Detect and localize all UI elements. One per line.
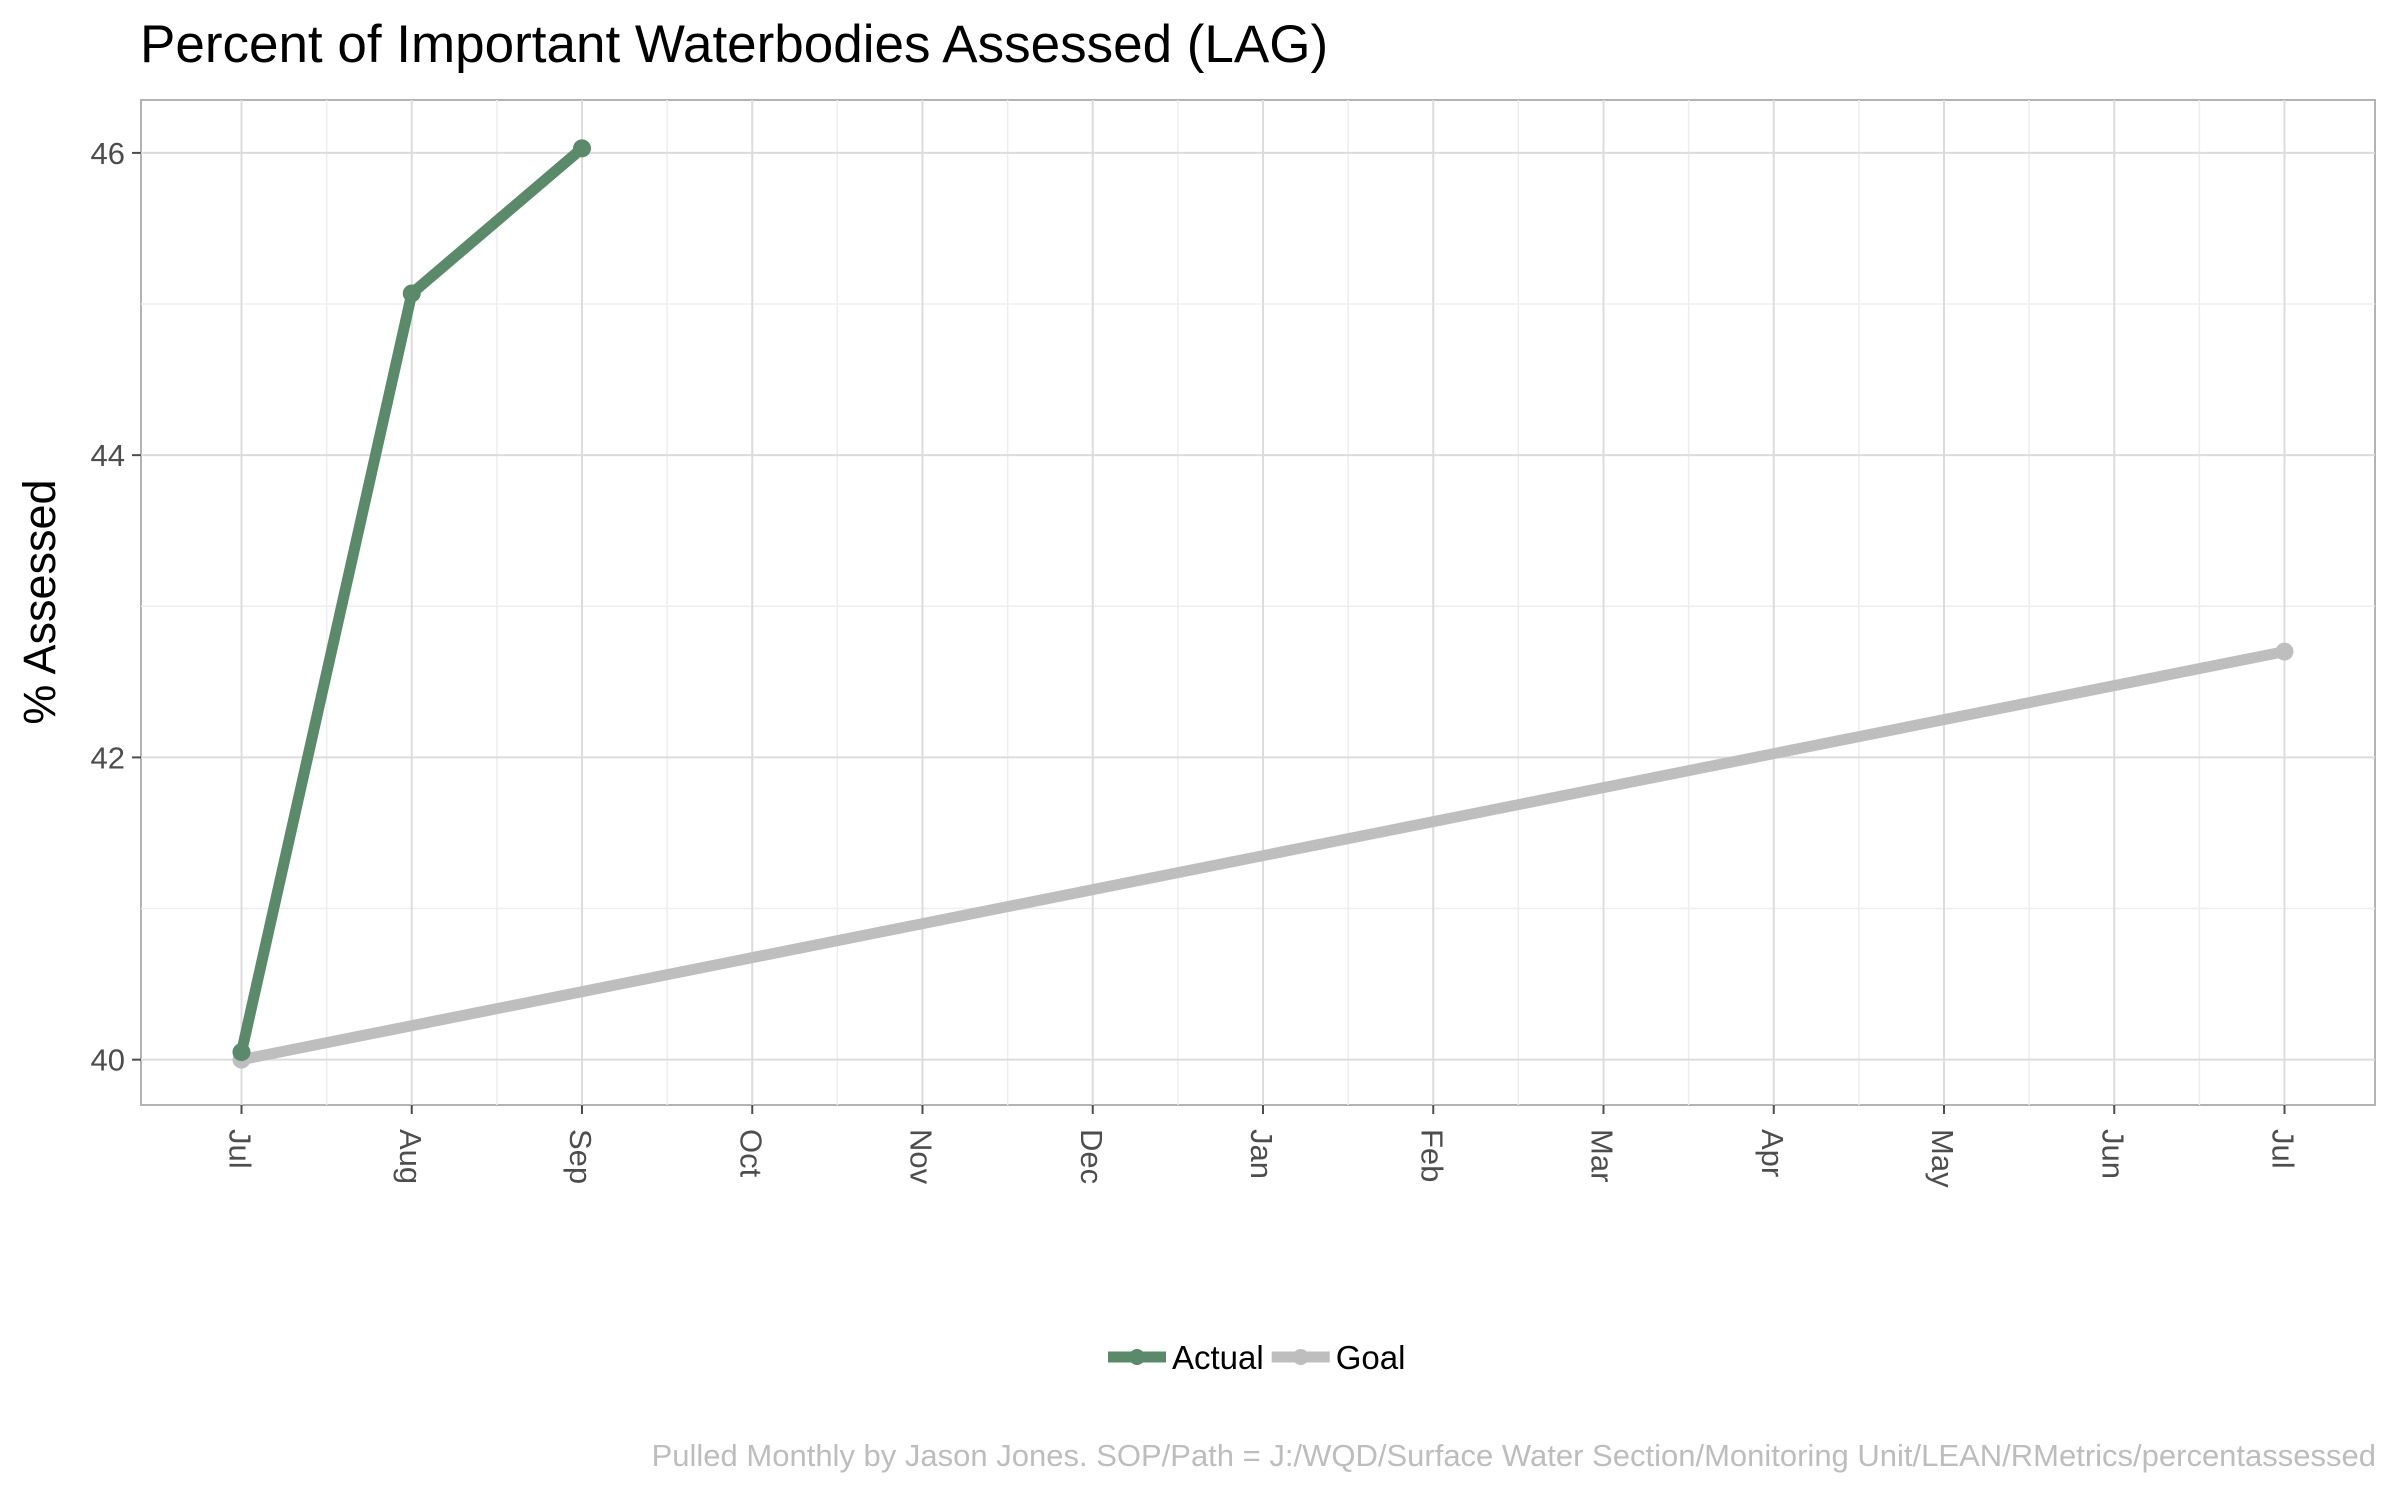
x-tick-label: May [1925, 1129, 1960, 1188]
legend-key-dot-goal [1292, 1349, 1309, 1365]
y-tick-label: 46 [91, 136, 125, 171]
x-tick-label: Jul [223, 1129, 258, 1169]
y-axis-label: % Assessed [14, 479, 65, 724]
data-point-goal [2275, 642, 2294, 661]
y-tick-label: 40 [91, 1043, 125, 1078]
x-tick-label: Jun [2095, 1129, 2130, 1179]
grid-minor [141, 100, 2375, 1105]
legend: Actual Goal [1108, 1339, 1405, 1376]
data-point-actual [402, 284, 421, 303]
data-point-actual [232, 1043, 251, 1062]
y-tick-label: 44 [91, 438, 125, 473]
legend-label-actual: Actual [1172, 1339, 1264, 1376]
x-tick-label: Mar [1585, 1129, 1620, 1182]
y-tick-label: 42 [91, 740, 125, 775]
series-layer [232, 139, 2294, 1069]
ticks-layer: Jul Aug Sep Oct Nov Dec Jan Feb Mar Apr May Jun Jul 4… [91, 136, 2301, 1188]
x-tick-label: Sep [563, 1129, 598, 1184]
x-tick-label: Oct [733, 1129, 768, 1178]
x-tick-label: Jul [2266, 1129, 2301, 1169]
x-tick-label: Dec [1074, 1129, 1109, 1184]
chart-caption: Pulled Monthly by Jason Jones. SOP/Path … [652, 1438, 2376, 1473]
x-tick-label: Apr [1755, 1129, 1790, 1177]
grid-major [141, 100, 2375, 1105]
x-tick-label: Aug [393, 1129, 428, 1184]
x-tick-label: Jan [1244, 1129, 1279, 1179]
x-tick-label: Nov [904, 1129, 939, 1185]
data-point-actual [573, 139, 591, 158]
legend-key-dot-actual [1129, 1349, 1145, 1365]
x-tick-label: Feb [1414, 1129, 1449, 1182]
chart-title: Percent of Important Waterbodies Assesse… [140, 15, 1328, 74]
plot-panel [140, 99, 2376, 1106]
series-line-goal [236, 646, 2290, 1066]
legend-label-goal: Goal [1336, 1339, 1406, 1376]
